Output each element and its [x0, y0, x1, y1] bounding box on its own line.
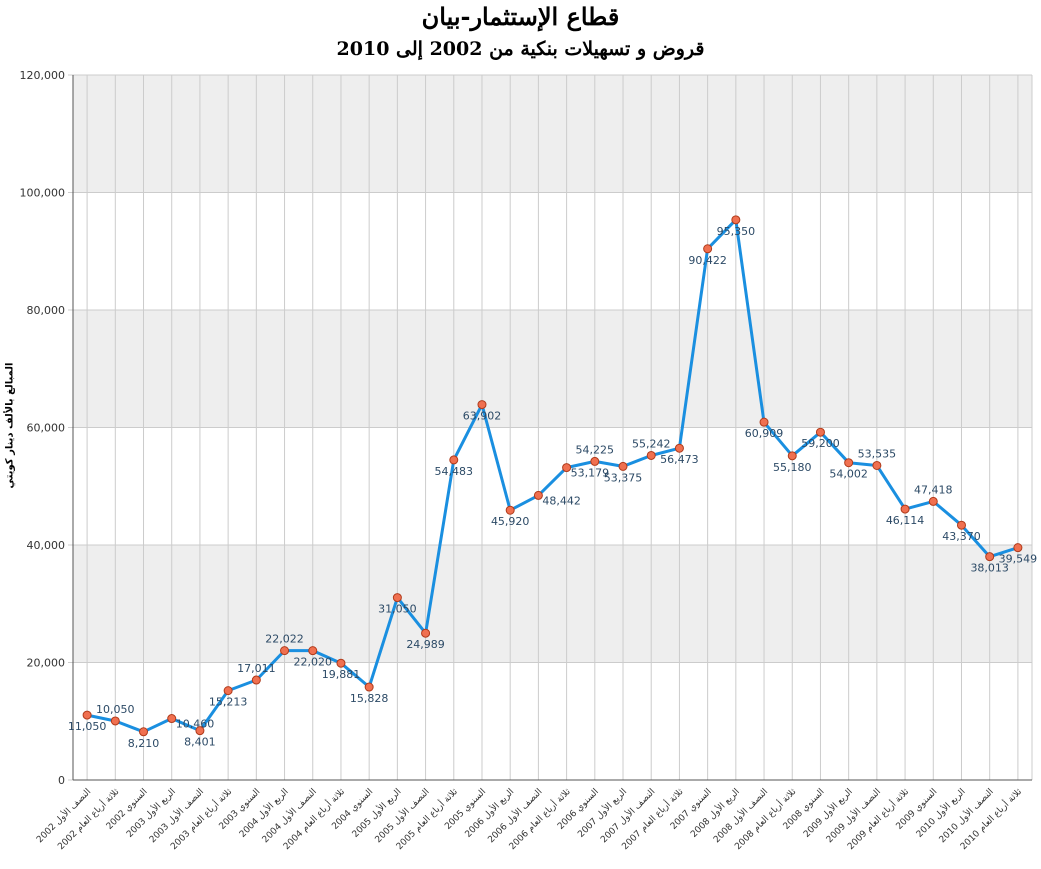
data-label: 55,180 — [773, 461, 812, 474]
x-tick-label: الربع الأول 2006 — [462, 786, 516, 840]
data-label: 11,050 — [68, 720, 107, 733]
data-label: 8,210 — [128, 737, 160, 750]
data-point — [646, 450, 656, 460]
data-point — [731, 215, 741, 225]
data-point — [195, 726, 205, 736]
data-point — [787, 451, 797, 461]
data-label: 43,370 — [942, 530, 981, 543]
data-label: 17,011 — [237, 662, 276, 675]
data-point — [392, 593, 402, 603]
y-tick-label: 100,000 — [20, 187, 66, 200]
y-tick-label: 120,000 — [20, 69, 66, 82]
data-label: 60,909 — [745, 427, 784, 440]
x-tick-label: النصف الأول 2002 — [34, 786, 94, 846]
data-label: 63,902 — [463, 410, 502, 423]
data-label: 54,225 — [576, 443, 615, 456]
data-point — [421, 628, 431, 638]
data-label: 53,179 — [571, 467, 610, 480]
data-point — [505, 505, 515, 515]
data-point — [167, 714, 177, 724]
data-point — [618, 461, 628, 471]
data-point — [562, 463, 572, 473]
data-point — [280, 646, 290, 656]
x-tick-label: الربع الأول 2005 — [349, 786, 403, 840]
data-point — [590, 456, 600, 466]
data-label: 55,242 — [632, 437, 671, 450]
data-point — [308, 646, 318, 656]
data-label: 22,022 — [265, 633, 304, 646]
x-tick-label: الربع الأول 2004 — [236, 786, 290, 840]
data-point — [759, 417, 769, 427]
x-tick-label: الربع الأول 2003 — [124, 786, 178, 840]
data-point — [449, 455, 459, 465]
data-label: 56,473 — [660, 453, 699, 466]
data-point — [110, 716, 120, 726]
data-label: 24,989 — [406, 638, 445, 651]
grid-band — [73, 310, 1032, 428]
x-tick-label: الربع الأول 2007 — [575, 786, 629, 840]
data-label: 54,002 — [829, 468, 868, 481]
data-label: 19,881 — [322, 668, 361, 681]
y-tick-label: 80,000 — [27, 304, 66, 317]
data-point — [703, 244, 713, 254]
data-label: 38,013 — [970, 562, 1009, 575]
data-point — [928, 496, 938, 506]
data-point — [900, 504, 910, 514]
data-point — [674, 443, 684, 453]
x-tick-label: الربع الأول 2010 — [913, 786, 967, 840]
data-point — [533, 490, 543, 500]
data-label: 53,535 — [858, 447, 897, 460]
y-tick-label: 60,000 — [27, 422, 66, 435]
data-point — [985, 552, 995, 562]
data-point — [872, 460, 882, 470]
y-tick-label: 20,000 — [27, 657, 66, 670]
data-point — [477, 400, 487, 410]
data-point — [364, 682, 374, 692]
data-label: 47,418 — [914, 483, 953, 496]
chart-subtitle: قروض و تسهيلات بنكية من 2002 إلى 2010 — [336, 38, 705, 60]
chart-title: قطاع الإستثمار-بيان — [421, 2, 620, 31]
data-point — [223, 686, 233, 696]
data-label: 95,350 — [717, 225, 756, 238]
x-tick-label: الربع الأول 2009 — [801, 786, 855, 840]
data-label: 15,213 — [209, 696, 248, 709]
data-label: 54,483 — [435, 465, 474, 478]
data-label: 45,920 — [491, 515, 530, 528]
data-point — [82, 710, 92, 720]
data-label: 10,460 — [176, 718, 215, 731]
data-point — [956, 520, 966, 530]
grid-band — [73, 75, 1032, 193]
data-label: 31,050 — [378, 603, 417, 616]
data-label: 22,020 — [294, 656, 333, 669]
data-label: 46,114 — [886, 514, 925, 527]
data-label: 48,442 — [542, 494, 581, 507]
data-label: 53,375 — [604, 471, 643, 484]
data-label: 10,050 — [96, 703, 135, 716]
data-point — [336, 658, 346, 668]
x-tick-label: الربع الأول 2008 — [688, 786, 742, 840]
y-tick-label: 40,000 — [27, 539, 66, 552]
data-point — [139, 727, 149, 737]
y-tick-label: 0 — [58, 774, 65, 787]
data-point — [844, 458, 854, 468]
data-label: 59,200 — [801, 437, 840, 450]
data-point — [251, 675, 261, 685]
grid-band — [73, 545, 1032, 663]
series-line — [86, 218, 1019, 734]
data-label: 8,401 — [184, 736, 216, 749]
data-label: 39,549 — [999, 553, 1038, 566]
data-label: 90,422 — [688, 254, 727, 267]
data-point — [1013, 543, 1023, 553]
data-label: 15,828 — [350, 692, 389, 705]
data-point — [815, 427, 825, 437]
